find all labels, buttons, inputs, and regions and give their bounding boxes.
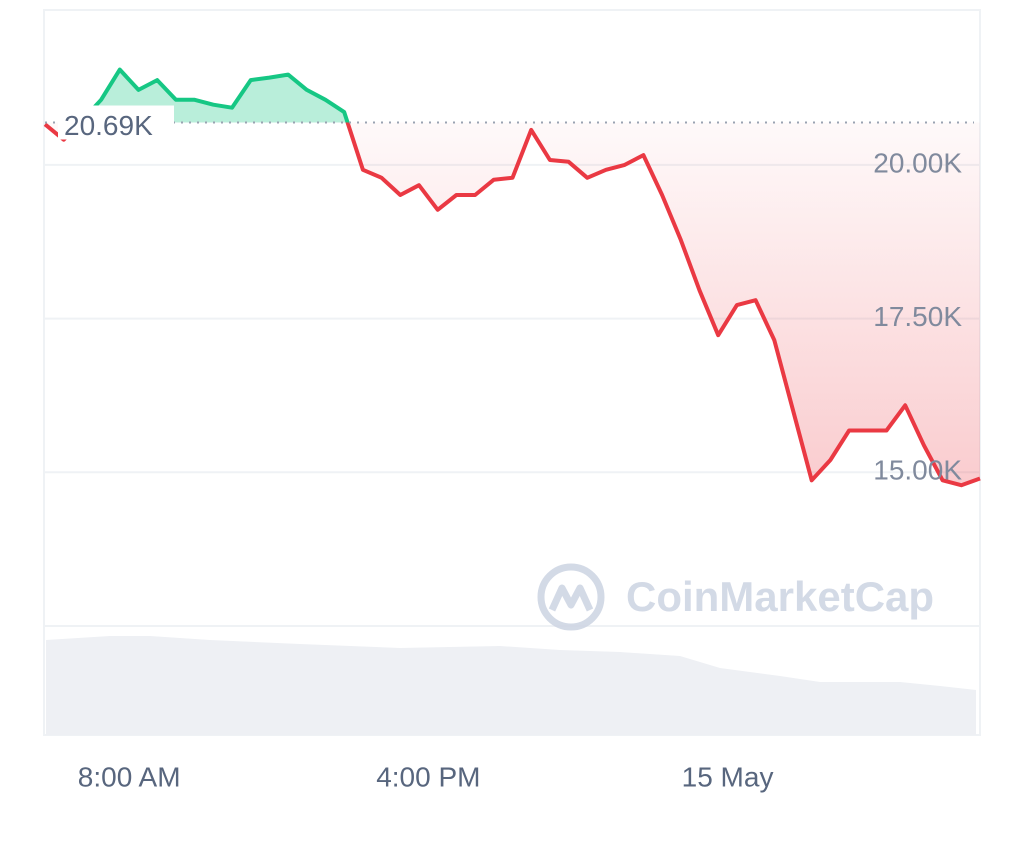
x-tick-label: 15 May (682, 761, 774, 792)
baseline-label: 20.69K (64, 110, 153, 141)
volume-bars (46, 636, 976, 735)
price-line-up (77, 67, 350, 123)
x-tick-label: 4:00 PM (376, 761, 480, 792)
y-tick-label: 20.00K (873, 147, 962, 178)
down-part (43, 122, 981, 488)
baseline-label-bg (58, 105, 174, 140)
watermark-text: CoinMarketCap (626, 573, 934, 620)
y-tick-label: 17.50K (873, 301, 962, 332)
area-down (45, 122, 980, 486)
y-tick-label: 15.00K (873, 455, 962, 486)
x-tick-label: 8:00 AM (78, 761, 181, 792)
watermark: CoinMarketCap (537, 563, 934, 631)
price-line-down (43, 122, 981, 488)
